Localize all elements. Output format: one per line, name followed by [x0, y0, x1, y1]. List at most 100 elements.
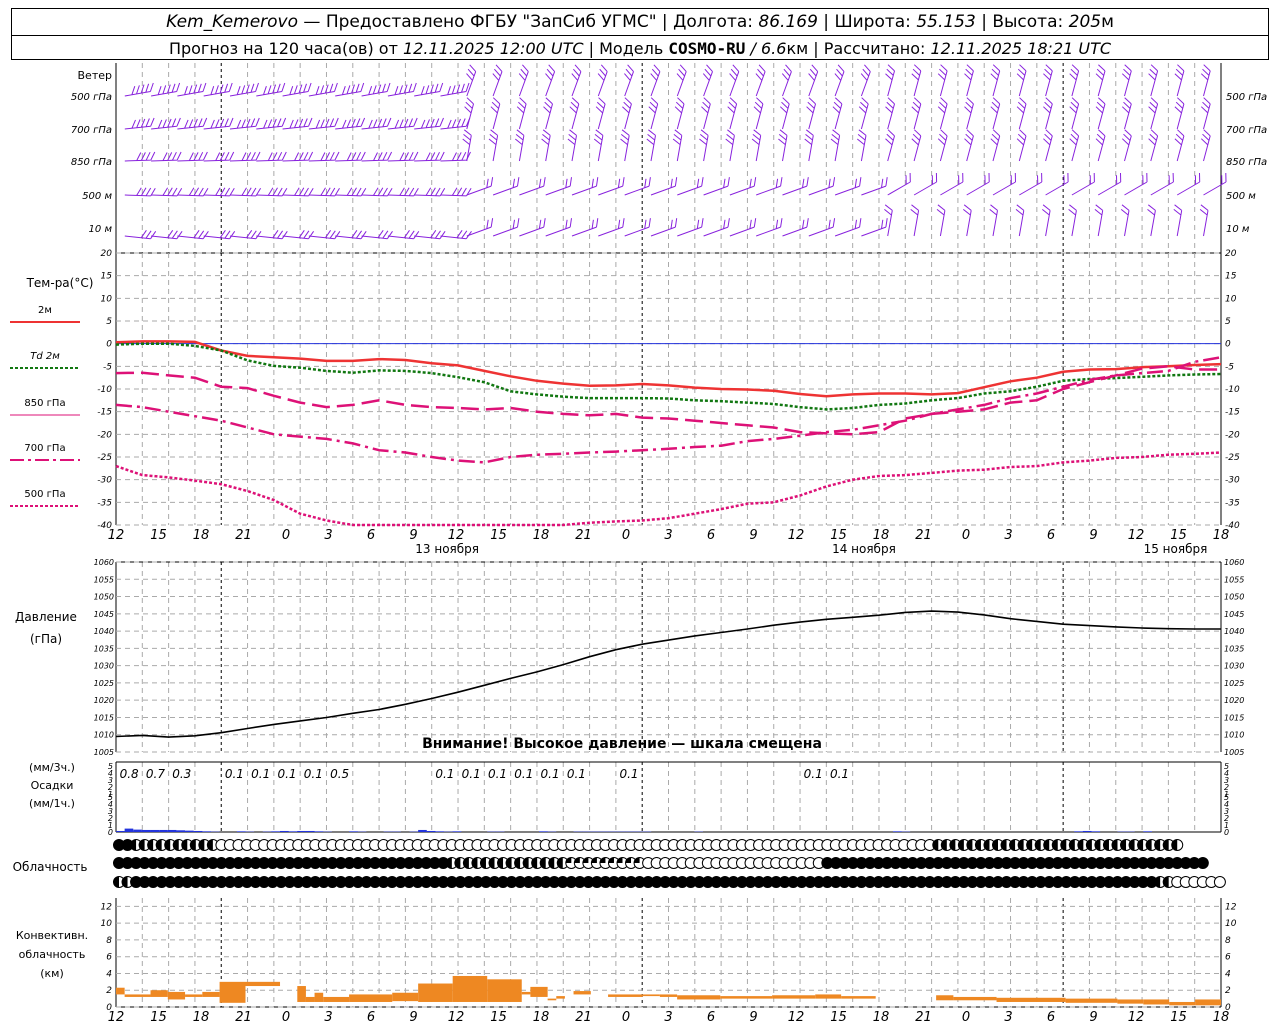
- wind-barb: [650, 64, 661, 97]
- header-line-1: Kem_Kemerovo — Предоставлено ФГБУ "ЗапСи…: [166, 12, 1114, 32]
- cloud-symbol-half: [1129, 839, 1135, 851]
- cloud-symbol-half: [1052, 839, 1058, 851]
- wind-barb: [966, 172, 990, 196]
- cloud-symbol-half: [949, 839, 956, 851]
- cloud-symbol-half: [113, 876, 119, 888]
- time-tick-label: 9: [749, 528, 757, 543]
- time-tick-label: 15: [150, 528, 167, 543]
- time-tick-label: 0: [282, 528, 290, 543]
- wind-barb: [650, 218, 678, 237]
- precip-bar: [116, 830, 125, 832]
- wind-barb: [361, 187, 393, 197]
- precip-bar: [193, 830, 203, 832]
- temp-series-line: [115, 340, 1222, 398]
- wind-barb: [177, 187, 209, 197]
- wind-level-label-right: 500 м: [1226, 191, 1256, 202]
- prec-tick-lower-left: 2: [108, 814, 113, 823]
- conv-cloud-bar: [642, 994, 660, 997]
- time-tick-label-bottom: 9: [749, 1010, 757, 1024]
- prec-tick-lower-right: 2: [1224, 814, 1229, 823]
- wind-barb: [808, 218, 836, 237]
- cloud-symbol-quarter: [591, 857, 597, 863]
- conv-cloud-bar: [219, 981, 246, 1003]
- calc-time: 12.11.2025 18:21 UTC: [930, 39, 1112, 58]
- precip-bar: [236, 831, 246, 832]
- cloud-symbol-half: [181, 839, 188, 851]
- wind-barb: [124, 151, 156, 162]
- wind-barb: [308, 151, 340, 162]
- wind-barb: [1124, 172, 1148, 196]
- conv-title-1: Конвективн.: [16, 929, 88, 942]
- wind-barb: [779, 97, 790, 130]
- precip-bar: [314, 831, 324, 832]
- conv-tick-label-right: 6: [1225, 953, 1231, 963]
- cloud-symbol-half: [471, 857, 478, 869]
- wind-barb: [962, 204, 972, 237]
- press-tick-label-left: 1030: [94, 662, 114, 671]
- conv-tick-label-left: 0: [106, 1003, 112, 1013]
- wind-barb: [1043, 129, 1053, 162]
- cloud-symbol-half: [207, 839, 213, 851]
- temp-tick-label-right: 5: [1225, 317, 1231, 327]
- time-tick-label: 3: [664, 528, 672, 543]
- wind-barb: [229, 82, 259, 97]
- temp-tick-label-left: -10: [97, 385, 112, 395]
- cloud-symbol-quarter: [582, 857, 589, 863]
- time-tick-label: 3: [1004, 528, 1012, 543]
- wind-barb: [755, 64, 766, 97]
- precip-bar: [1074, 831, 1083, 832]
- time-tick-label: 18: [533, 528, 550, 543]
- prec-tick-upper-left: 1: [108, 790, 113, 799]
- wind-barb: [335, 230, 367, 240]
- press-tick-label-left: 1015: [94, 713, 114, 722]
- precip-bar: [185, 830, 194, 832]
- precip-3h-amount: 0.1: [488, 767, 507, 781]
- precip-3h-amount: 0.1: [277, 767, 296, 781]
- wind-barb: [672, 129, 683, 162]
- wind-barb: [519, 218, 546, 237]
- temp-tick-label-left: -5: [103, 362, 112, 372]
- wind-barbs: [124, 64, 1227, 240]
- wind-barb: [781, 64, 792, 97]
- time-tick-label-bottom: 3: [1004, 1010, 1012, 1024]
- cloud-symbol-half: [932, 839, 939, 851]
- lon-label: Долгота:: [673, 12, 753, 32]
- day-label: 15 ноября: [1144, 542, 1208, 556]
- temp-tick-label-left: -15: [97, 408, 112, 418]
- conv-cloud-bar: [953, 996, 997, 1001]
- wind-barb: [989, 204, 998, 237]
- temp-series-line: [115, 451, 1222, 527]
- wind-barb: [992, 172, 1016, 196]
- precip-bar: [150, 829, 160, 832]
- prec-tick-lower-left: 5: [108, 793, 113, 802]
- wind-barb: [804, 129, 814, 162]
- cloud-symbol-quarter: [625, 857, 632, 863]
- press-tick-label-left: 1005: [94, 748, 114, 757]
- cloud-symbol-half: [480, 857, 486, 869]
- cloud-symbol-half: [958, 839, 964, 851]
- temp-legend-label: 500 гПа: [24, 489, 65, 500]
- wind-barb: [308, 230, 341, 240]
- time-tick-label-bottom: 15: [150, 1010, 167, 1024]
- time-tick-label: 12: [108, 528, 125, 543]
- wind-barb: [624, 64, 634, 97]
- precip-bar: [133, 829, 142, 832]
- prec-tick-lower-right: 1: [1224, 821, 1229, 830]
- wind-barb: [860, 64, 871, 97]
- press-tick-label-right: 1015: [1224, 713, 1244, 722]
- wind-barb: [778, 129, 788, 162]
- model-name: COSMO-RU: [668, 39, 746, 58]
- temp-tick-label-left: 20: [101, 249, 113, 259]
- wind-barb: [832, 97, 843, 130]
- temp-tick-label-left: -35: [97, 498, 112, 508]
- wind-barb: [1097, 172, 1122, 196]
- temp-series-line: [115, 365, 1221, 436]
- wind-barb: [1121, 129, 1132, 162]
- temp-series-line: [115, 356, 1222, 464]
- cloud-symbol-half: [966, 839, 973, 851]
- wind-barb: [571, 64, 582, 97]
- wind-barb: [725, 129, 735, 162]
- wind-barb: [1174, 64, 1185, 97]
- time-tick-label-bottom: 3: [324, 1010, 332, 1024]
- wind-barb: [440, 187, 472, 197]
